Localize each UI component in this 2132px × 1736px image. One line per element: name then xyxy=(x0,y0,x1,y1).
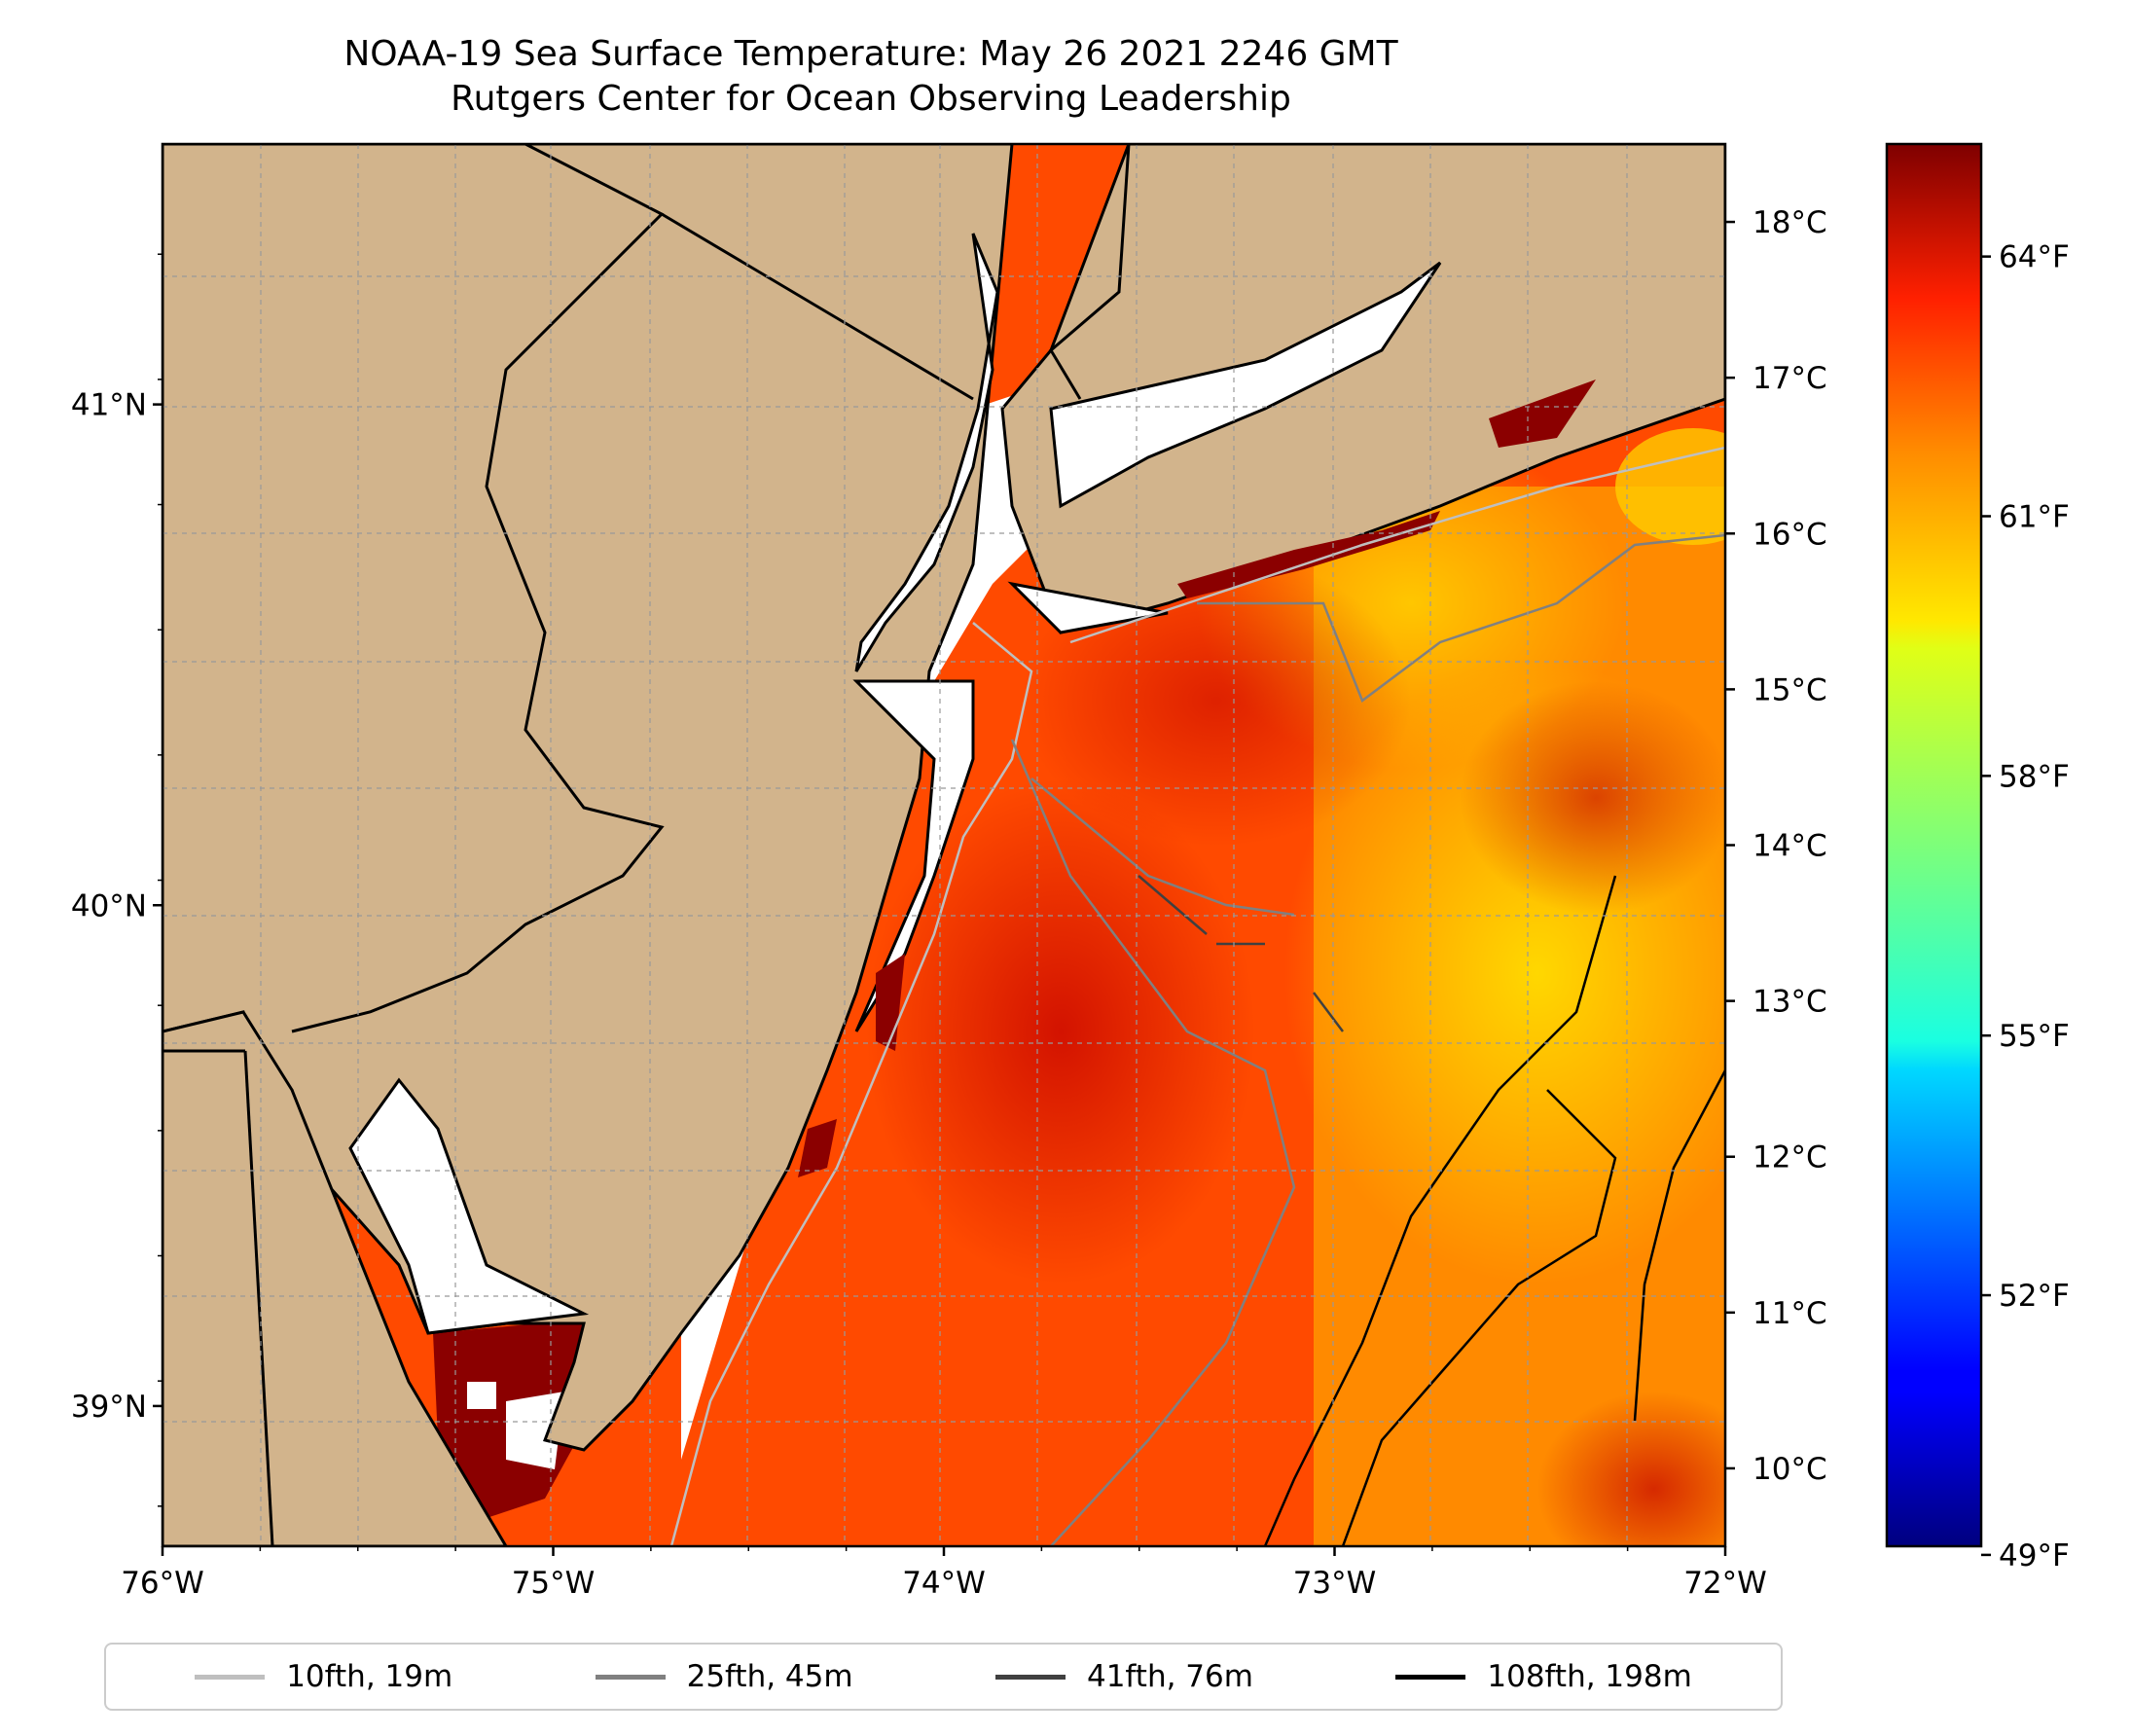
latitude-axis: 41°N 40°N 39°N xyxy=(71,253,163,1507)
map-subtitle: Rutgers Center for Ocean Observing Leade… xyxy=(451,79,1291,119)
legend-label: 10fth, 19m xyxy=(286,1659,453,1694)
fahrenheit-tick-label: 61°F xyxy=(1999,499,2070,534)
legend-label: 25fth, 45m xyxy=(686,1659,853,1694)
fahrenheit-tick-label: 55°F xyxy=(1999,1019,2070,1054)
celsius-axis: 18°C 17°C 16°C 15°C 14°C 13°C 12°C 11°C 10°C xyxy=(1725,205,1827,1487)
map-title: NOAA-19 Sea Surface Temperature: May 26 … xyxy=(343,34,1398,74)
fahrenheit-axis: 64°F 61°F 58°F 55°F 52°F 49°F xyxy=(1981,240,2070,1573)
lat-tick-label: 40°N xyxy=(71,888,147,923)
fahrenheit-tick-label: 64°F xyxy=(1999,240,2070,275)
longitude-axis: 76°W 75°W 74°W 73°W 72°W xyxy=(121,1546,1767,1601)
legend-label: 108fth, 198m xyxy=(1487,1659,1692,1694)
legend-label: 41fth, 76m xyxy=(1086,1659,1253,1694)
celsius-tick-label: 18°C xyxy=(1753,205,1827,240)
map-plot-area xyxy=(163,144,1725,1546)
celsius-tick-label: 16°C xyxy=(1753,517,1827,552)
bathymetry-legend: 10fth, 19m 25fth, 45m 41fth, 76m 108fth,… xyxy=(104,1643,1783,1711)
lon-tick-label: 76°W xyxy=(121,1566,204,1601)
celsius-tick-label: 11°C xyxy=(1753,1296,1827,1331)
lon-tick-label: 74°W xyxy=(902,1566,986,1601)
bathymetry-contours xyxy=(669,446,1725,1546)
celsius-tick-label: 15°C xyxy=(1753,672,1827,707)
legend-line-swatch xyxy=(994,1674,1066,1680)
celsius-tick-label: 13°C xyxy=(1753,985,1827,1020)
graticule xyxy=(163,144,1725,1546)
celsius-tick-label: 10°C xyxy=(1753,1452,1827,1487)
lat-tick-label: 39°N xyxy=(71,1390,147,1425)
legend-item: 108fth, 198m xyxy=(1395,1659,1692,1694)
legend-line-swatch xyxy=(1395,1674,1466,1680)
legend-item: 41fth, 76m xyxy=(994,1659,1253,1694)
legend-item: 25fth, 45m xyxy=(595,1659,853,1694)
lon-tick-label: 75°W xyxy=(512,1566,596,1601)
celsius-tick-label: 12°C xyxy=(1753,1140,1827,1175)
fahrenheit-tick-label: 52°F xyxy=(1999,1279,2070,1314)
legend-item: 10fth, 19m xyxy=(195,1659,452,1694)
colorbar xyxy=(1885,142,1983,1548)
lon-tick-label: 72°W xyxy=(1683,1566,1767,1601)
lon-tick-label: 73°W xyxy=(1293,1566,1377,1601)
fahrenheit-tick-label: 49°F xyxy=(1999,1538,2070,1573)
legend-line-swatch xyxy=(195,1674,266,1680)
celsius-tick-label: 17°C xyxy=(1753,361,1827,396)
celsius-tick-label: 14°C xyxy=(1753,829,1827,864)
fahrenheit-tick-label: 58°F xyxy=(1999,759,2070,794)
lat-tick-label: 41°N xyxy=(71,388,147,423)
legend-line-swatch xyxy=(595,1674,666,1680)
